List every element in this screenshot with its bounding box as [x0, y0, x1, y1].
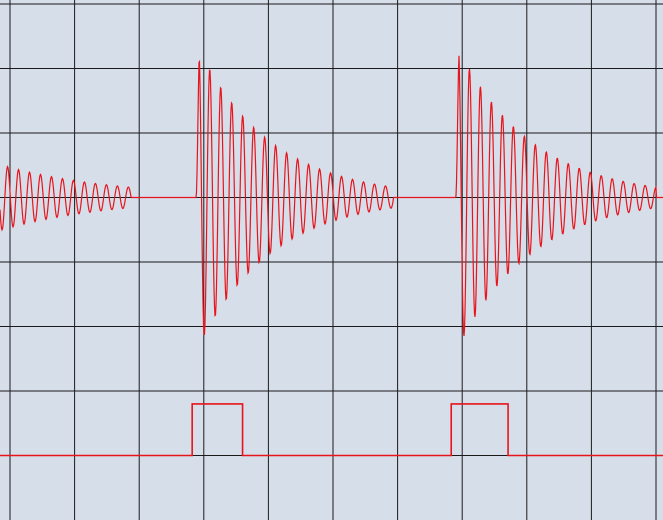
oscillation-trace [0, 55, 663, 337]
pulse-trace [0, 403, 663, 457]
traces [0, 55, 663, 457]
